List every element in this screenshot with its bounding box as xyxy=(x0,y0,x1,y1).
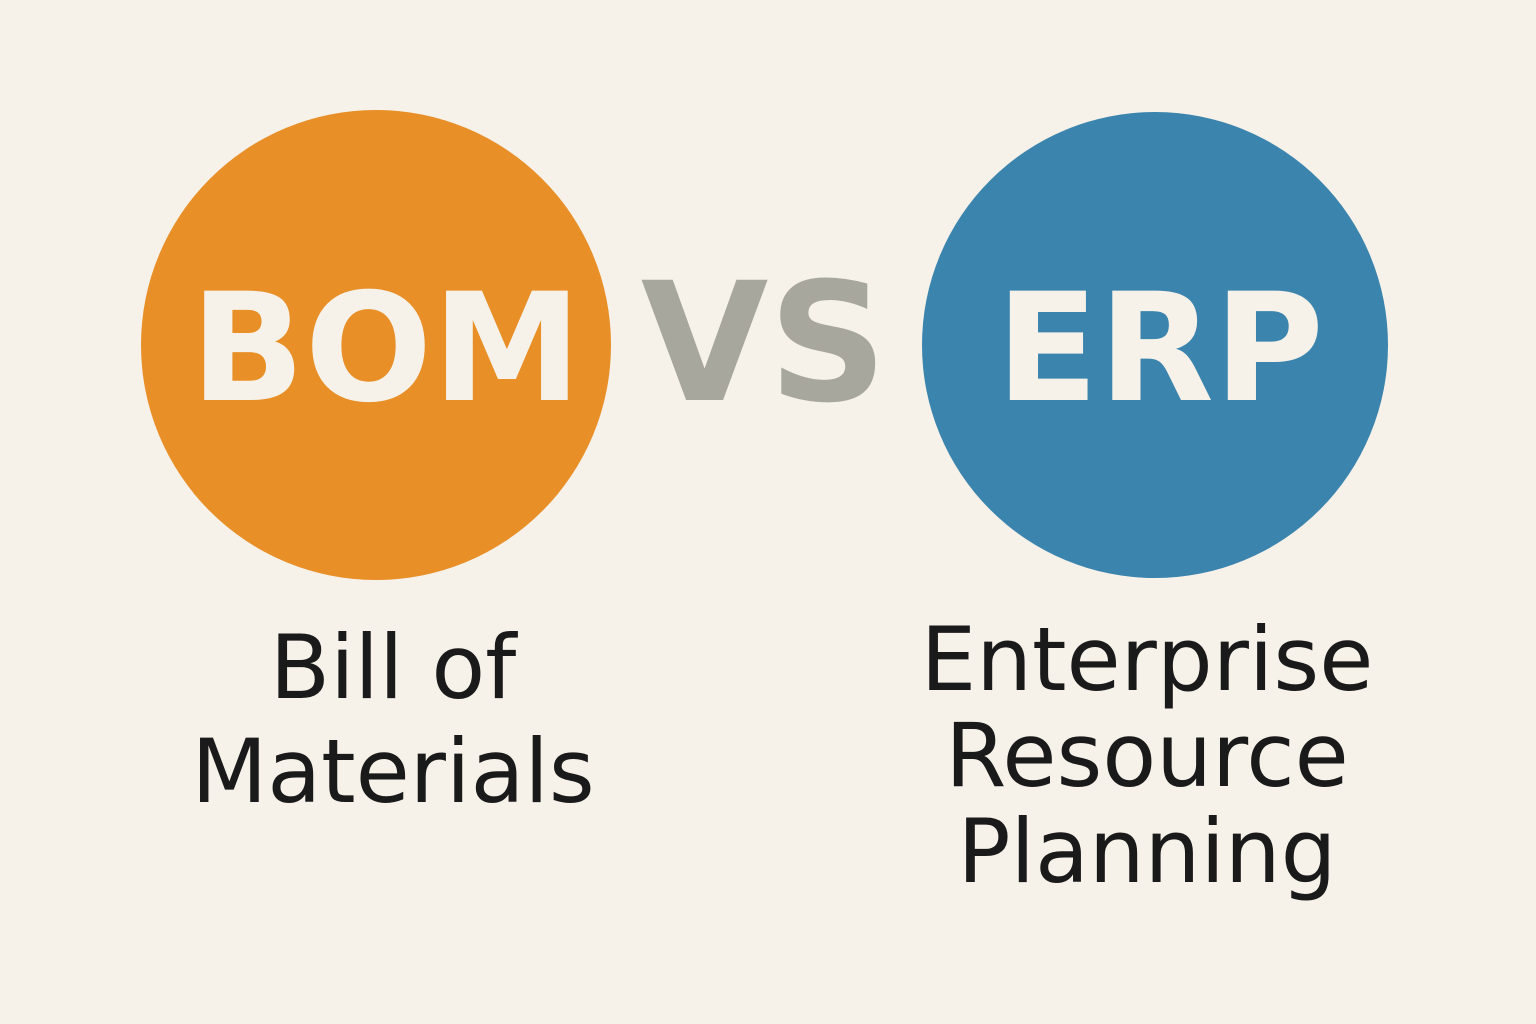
caption-line: Bill of xyxy=(270,616,519,719)
caption-line: Enterprise xyxy=(921,608,1374,711)
bom-label: BOM xyxy=(190,262,581,436)
bom-circle xyxy=(141,110,611,580)
erp-label: ERP xyxy=(996,262,1324,436)
erp-circle xyxy=(922,112,1388,578)
vs-label: VS xyxy=(641,247,888,439)
caption-line: Resource xyxy=(945,704,1349,807)
caption-line: Planning xyxy=(957,800,1336,903)
caption-line: Materials xyxy=(191,720,594,823)
